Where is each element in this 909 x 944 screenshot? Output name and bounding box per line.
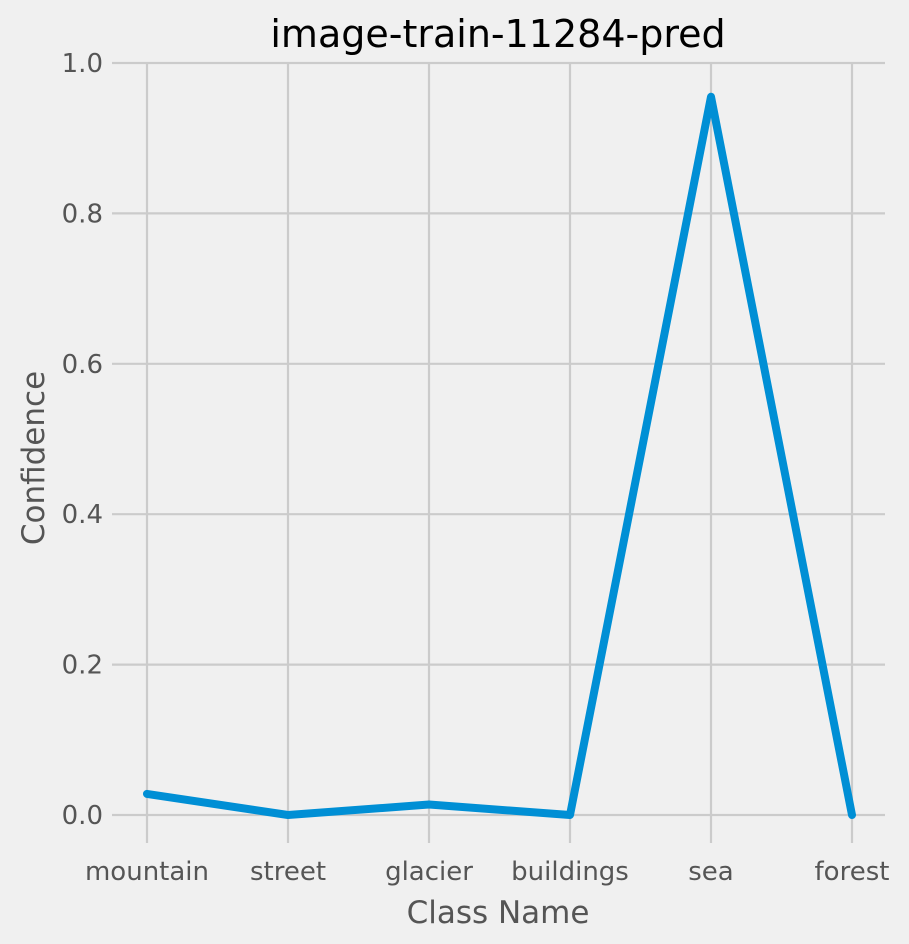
y-tick-label: 0.6 <box>62 350 103 380</box>
data-point <box>708 93 714 100</box>
chart-title: image-train-11284-pred <box>270 12 725 56</box>
x-tick-label: street <box>250 857 326 887</box>
data-point <box>849 812 855 818</box>
x-tick-label: mountain <box>85 857 209 887</box>
series-layer <box>143 92 856 819</box>
y-tick-label: 0.2 <box>62 651 103 681</box>
data-point <box>285 812 291 818</box>
y-axis-label: Confidence <box>16 371 52 545</box>
y-tick-label: 0.4 <box>62 500 103 530</box>
x-tick-label: buildings <box>511 857 629 887</box>
grid <box>112 61 885 843</box>
x-tick-label: forest <box>815 857 890 887</box>
y-tick-label: 0.0 <box>62 801 103 831</box>
x-axis-label: Class Name <box>407 895 590 931</box>
data-point <box>144 790 150 797</box>
data-point <box>426 801 432 808</box>
data-point <box>567 812 573 818</box>
y-tick-label: 1.0 <box>62 49 103 79</box>
tick-labels: 0.0 0.2 0.4 0.6 0.8 1.0 mountain street glacier b… <box>62 49 890 887</box>
x-tick-label: sea <box>688 857 733 887</box>
x-tick-label: glacier <box>385 857 473 887</box>
y-tick-label: 0.8 <box>62 199 103 229</box>
series-line <box>143 92 856 819</box>
